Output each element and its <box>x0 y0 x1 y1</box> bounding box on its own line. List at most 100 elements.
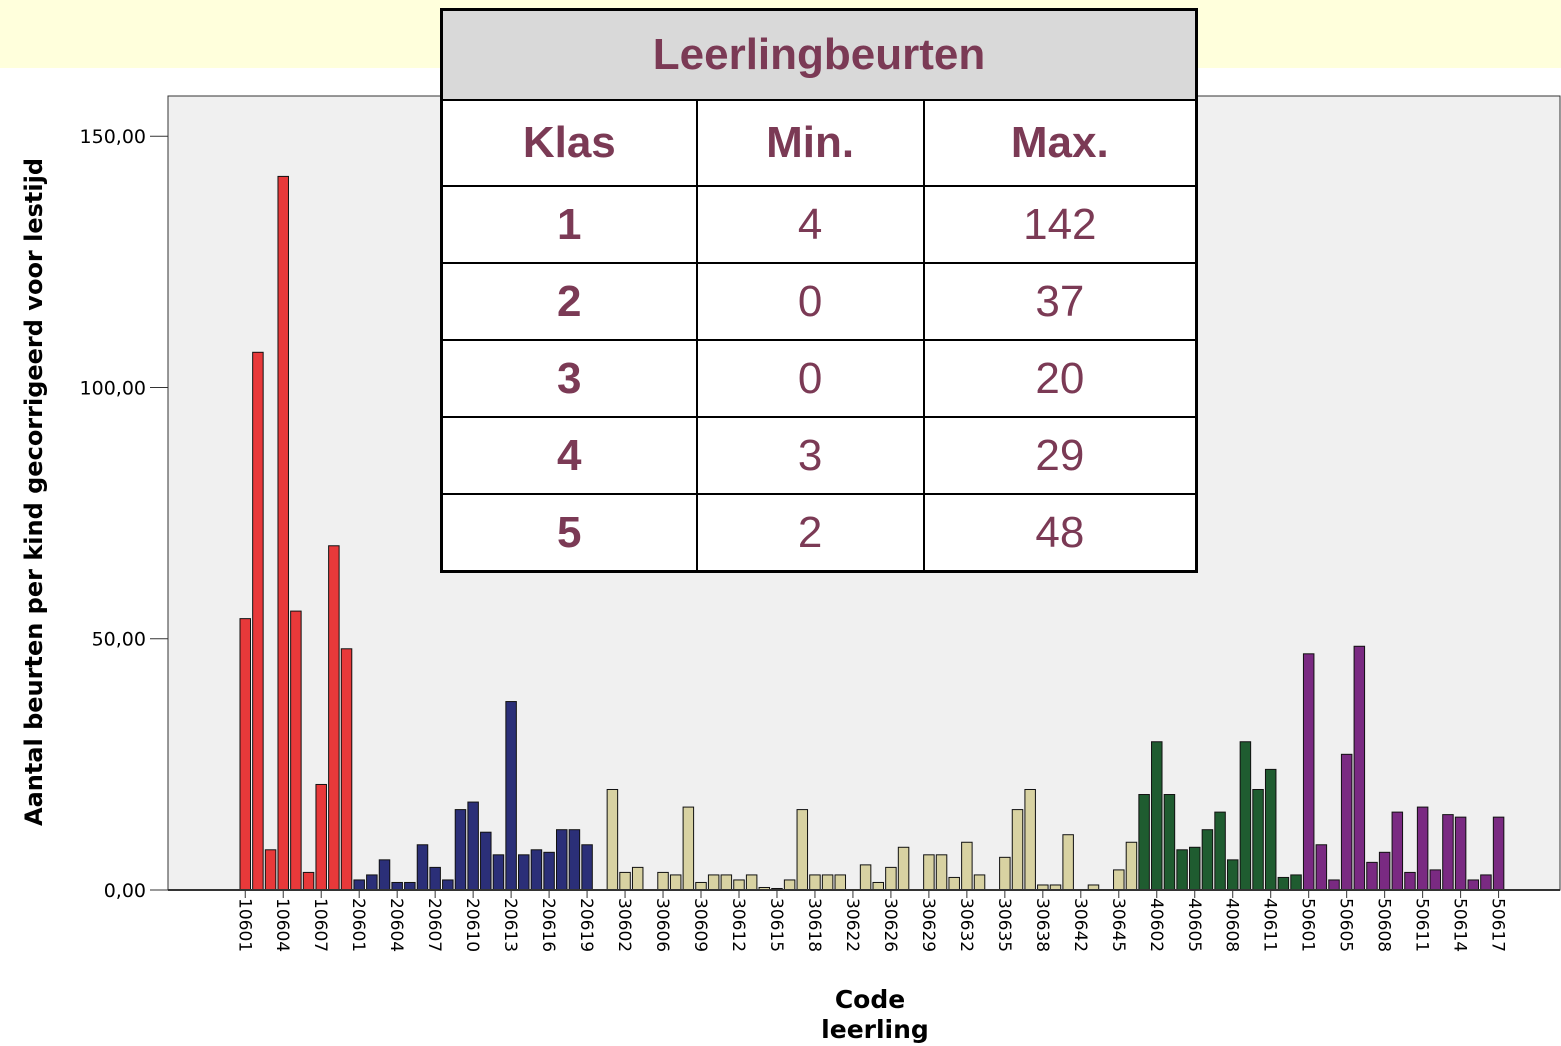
x-tick-label: 40608 <box>1222 898 1242 952</box>
x-tick-label: 30609 <box>690 898 710 952</box>
table-cell: 3 <box>695 416 925 495</box>
bar <box>1480 874 1492 891</box>
bar <box>277 175 289 891</box>
table-row: 3 0 20 <box>440 339 1198 418</box>
bar <box>948 876 960 891</box>
bar <box>1416 806 1429 891</box>
bar <box>1226 859 1239 891</box>
bar <box>1252 788 1264 891</box>
bar <box>809 874 821 891</box>
x-tick-label: 50605 <box>1336 898 1356 952</box>
table-cell: 20 <box>922 339 1198 418</box>
y-tick-label: 100,00 <box>80 377 146 399</box>
x-tick-label: 20604 <box>386 898 406 952</box>
x-tick-label: 20616 <box>538 898 558 952</box>
bar <box>353 879 365 891</box>
bar <box>973 874 986 891</box>
bar <box>1125 841 1138 891</box>
table-cell: Min. <box>695 99 925 187</box>
table-cell: 0 <box>695 339 925 418</box>
bar <box>631 866 644 891</box>
x-tick-label: 20601 <box>348 898 368 952</box>
bar <box>999 856 1011 891</box>
y-tick-label: 50,00 <box>92 629 146 651</box>
x-tick-label: 50611 <box>1412 898 1432 952</box>
table-row: 4 3 29 <box>440 416 1198 495</box>
x-tick-label: 10604 <box>272 898 292 952</box>
bar <box>961 841 973 891</box>
bar <box>416 844 429 891</box>
bar <box>1454 816 1467 891</box>
bar <box>1024 788 1036 891</box>
bar <box>530 849 543 891</box>
bar <box>783 879 796 891</box>
bar <box>682 806 695 891</box>
table-cell: 142 <box>922 185 1198 264</box>
bar <box>391 881 403 891</box>
table-cell: 1 <box>440 185 698 264</box>
bar <box>1492 816 1505 891</box>
bar <box>1467 879 1480 891</box>
x-tick-label: 30635 <box>994 898 1014 952</box>
bar <box>1302 653 1315 891</box>
bar <box>568 829 581 891</box>
bar <box>1429 869 1442 891</box>
bar <box>745 874 758 891</box>
bar <box>518 854 530 891</box>
x-tick-label: 30638 <box>1032 898 1052 952</box>
bar <box>1062 834 1074 891</box>
table-cell: 2 <box>695 493 925 573</box>
bar <box>1239 741 1252 891</box>
x-axis-label: Code <box>835 985 905 1014</box>
bar <box>315 783 327 891</box>
x-tick-label: 30645 <box>1108 898 1128 952</box>
bar <box>720 874 733 891</box>
bar <box>935 854 948 891</box>
bar <box>872 881 884 891</box>
x-tick-label: 20607 <box>424 898 444 952</box>
bar <box>1378 851 1391 891</box>
bar <box>290 610 302 891</box>
x-tick-label: 50614 <box>1450 898 1470 952</box>
bar <box>619 871 631 891</box>
bar <box>302 871 315 891</box>
table-row: 1 4 142 <box>440 185 1198 264</box>
bar <box>859 864 872 891</box>
x-tick-label: 30606 <box>652 898 672 952</box>
bar <box>581 844 593 891</box>
x-tick-label: 30629 <box>918 898 938 952</box>
bar <box>1366 861 1378 891</box>
bar <box>239 618 251 891</box>
bar <box>492 854 505 891</box>
bar <box>1442 814 1454 891</box>
bar <box>923 854 935 891</box>
bar <box>429 866 441 891</box>
bar <box>1277 876 1290 891</box>
bar <box>252 351 264 891</box>
bar <box>1151 741 1163 891</box>
bar <box>480 831 492 891</box>
bar <box>897 846 910 891</box>
bar <box>606 788 619 891</box>
bar <box>442 879 454 891</box>
x-tick-label: 50601 <box>1298 898 1318 952</box>
bar <box>1163 794 1176 891</box>
table-cell: 48 <box>922 493 1198 573</box>
x-tick-label: 20619 <box>576 898 596 952</box>
x-tick-label: 40611 <box>1260 898 1280 952</box>
bar <box>1011 809 1024 891</box>
x-tick-label: 40602 <box>1146 898 1166 952</box>
x-tick-label: 30626 <box>880 898 900 952</box>
bar <box>1176 849 1188 891</box>
table-row: 2 0 37 <box>440 262 1198 341</box>
x-tick-label: 40605 <box>1184 898 1204 952</box>
bar <box>669 874 682 891</box>
x-tick-label: 20610 <box>462 898 482 952</box>
x-tick-label: 30612 <box>728 898 748 952</box>
bar <box>1214 811 1226 891</box>
table-cell: Klas <box>440 99 698 187</box>
bar <box>1353 645 1366 891</box>
x-axis-label: leerling <box>821 1015 929 1044</box>
table-cell: 4 <box>695 185 925 264</box>
